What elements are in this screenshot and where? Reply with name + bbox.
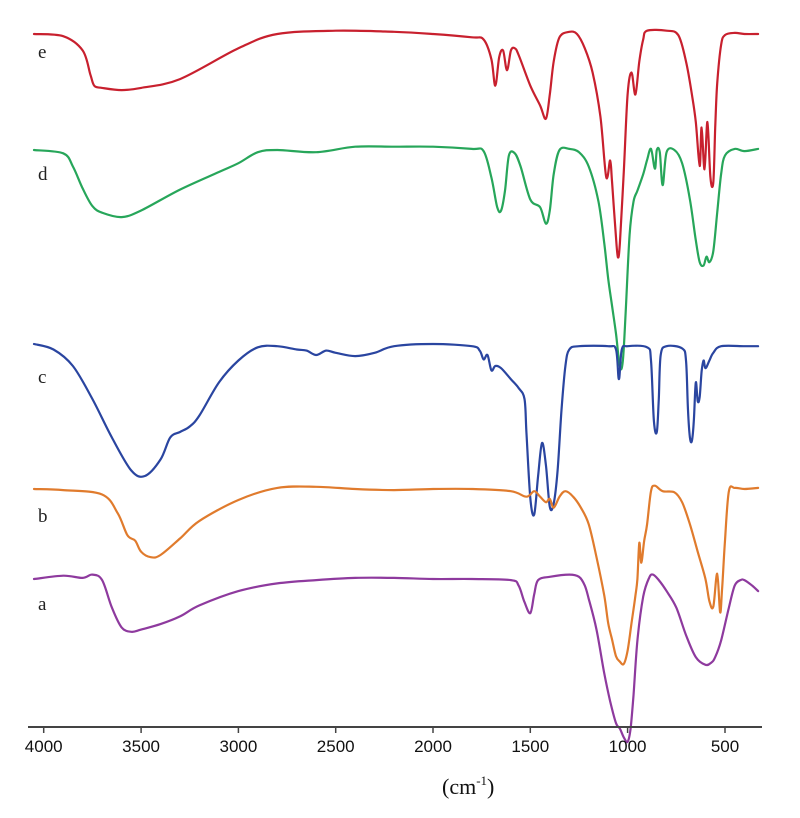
x-tick-label-1500: 1500 [511, 737, 549, 756]
spectrum-curves [32, 28, 760, 744]
series-line-b [32, 484, 760, 666]
x-axis-title-main: (cm [442, 774, 476, 799]
series-label-c: c [38, 367, 46, 388]
x-axis-title: (cm-1) [442, 773, 494, 799]
series-label-d: d [38, 164, 48, 185]
x-tick-label-500: 500 [711, 737, 739, 756]
series-label-a: a [38, 594, 47, 615]
series-line-e [32, 28, 760, 259]
x-tick-label-4000: 4000 [25, 737, 63, 756]
x-tick-label-2000: 2000 [414, 737, 452, 756]
x-tick-label-1000: 1000 [609, 737, 647, 756]
series-line-c [32, 342, 760, 517]
series-label-b: b [38, 506, 48, 527]
x-tick-label-3000: 3000 [219, 737, 257, 756]
x-axis-title-superscript: -1 [476, 773, 487, 788]
series-line-a [32, 573, 760, 744]
x-axis-ticks: 4000 3500 3000 2500 2000 1500 1000 500 [25, 727, 739, 756]
series-label-e: e [38, 42, 46, 63]
series-line-d [32, 145, 760, 371]
x-tick-label-2500: 2500 [317, 737, 355, 756]
x-axis-title-close: ) [487, 774, 494, 799]
x-tick-label-3500: 3500 [122, 737, 160, 756]
series-labels: e d c b a [38, 42, 48, 615]
